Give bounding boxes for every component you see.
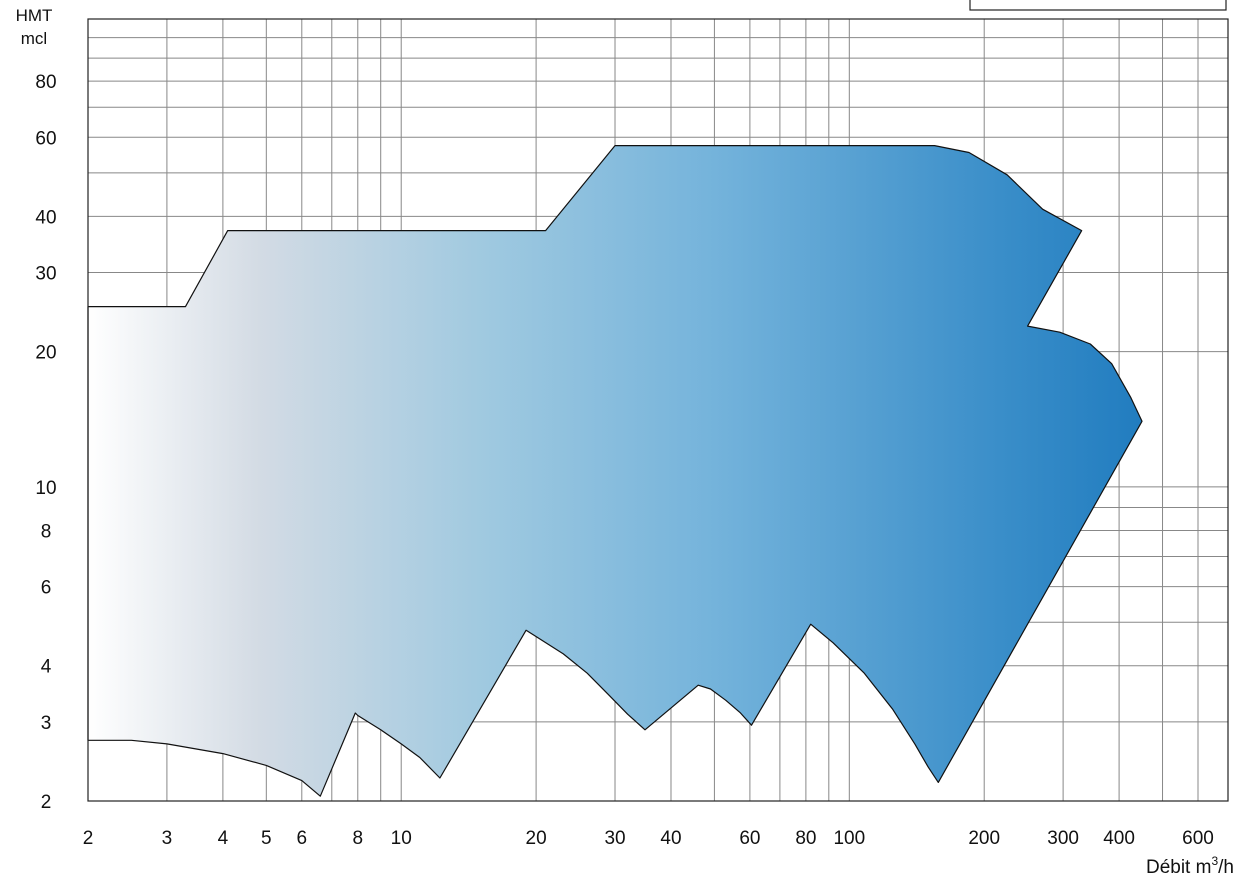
x-tick-label: 200 <box>968 828 1000 849</box>
y-tick-label: 2 <box>41 792 52 813</box>
y-tick-label: 3 <box>41 713 52 734</box>
y-axis-label-line2: mcl <box>21 29 47 48</box>
x-tick-label: 600 <box>1182 828 1214 849</box>
x-tick-label: 2 <box>83 828 94 849</box>
x-axis-label: Débit m3/h <box>1146 854 1234 878</box>
x-tick-label: 400 <box>1103 828 1135 849</box>
y-tick-label: 10 <box>35 478 56 499</box>
performance-area <box>87 145 1143 797</box>
x-tick-label: 3 <box>162 828 173 849</box>
x-tick-labels: 2 3 4 5 6 8 10 20 30 40 60 80 100 200 300 400 600 <box>83 828 1214 849</box>
x-tick-label: 20 <box>526 828 547 849</box>
y-axis-label-line1: HMT <box>16 6 53 25</box>
y-tick-label: 6 <box>41 578 52 599</box>
x-tick-label: 10 <box>391 828 412 849</box>
y-tick-label: 8 <box>41 521 52 542</box>
y-tick-label: 60 <box>35 128 56 149</box>
corner-logo-box <box>969 0 1227 11</box>
y-tick-label: 40 <box>35 207 56 228</box>
x-tick-label: 40 <box>660 828 681 849</box>
y-tick-label: 20 <box>35 343 56 364</box>
x-tick-label: 300 <box>1047 828 1079 849</box>
x-tick-label: 30 <box>604 828 625 849</box>
x-tick-label: 6 <box>297 828 308 849</box>
x-tick-label: 5 <box>261 828 272 849</box>
plot-frame <box>87 18 1229 802</box>
x-tick-label: 8 <box>352 828 363 849</box>
x-axis-label-unit: /h <box>1218 857 1234 878</box>
x-axis-label-text: Débit m <box>1146 857 1211 878</box>
y-tick-label: 30 <box>35 264 56 285</box>
x-tick-label: 4 <box>218 828 229 849</box>
x-axis-label-superscript: 3 <box>1211 854 1218 868</box>
y-tick-label: 4 <box>41 657 52 678</box>
y-tick-label: 80 <box>35 72 56 93</box>
x-tick-label: 60 <box>739 828 760 849</box>
x-tick-label: 80 <box>795 828 816 849</box>
x-tick-label: 100 <box>833 828 865 849</box>
y-tick-labels: 2 3 4 6 8 10 20 30 40 60 80 <box>35 72 56 813</box>
